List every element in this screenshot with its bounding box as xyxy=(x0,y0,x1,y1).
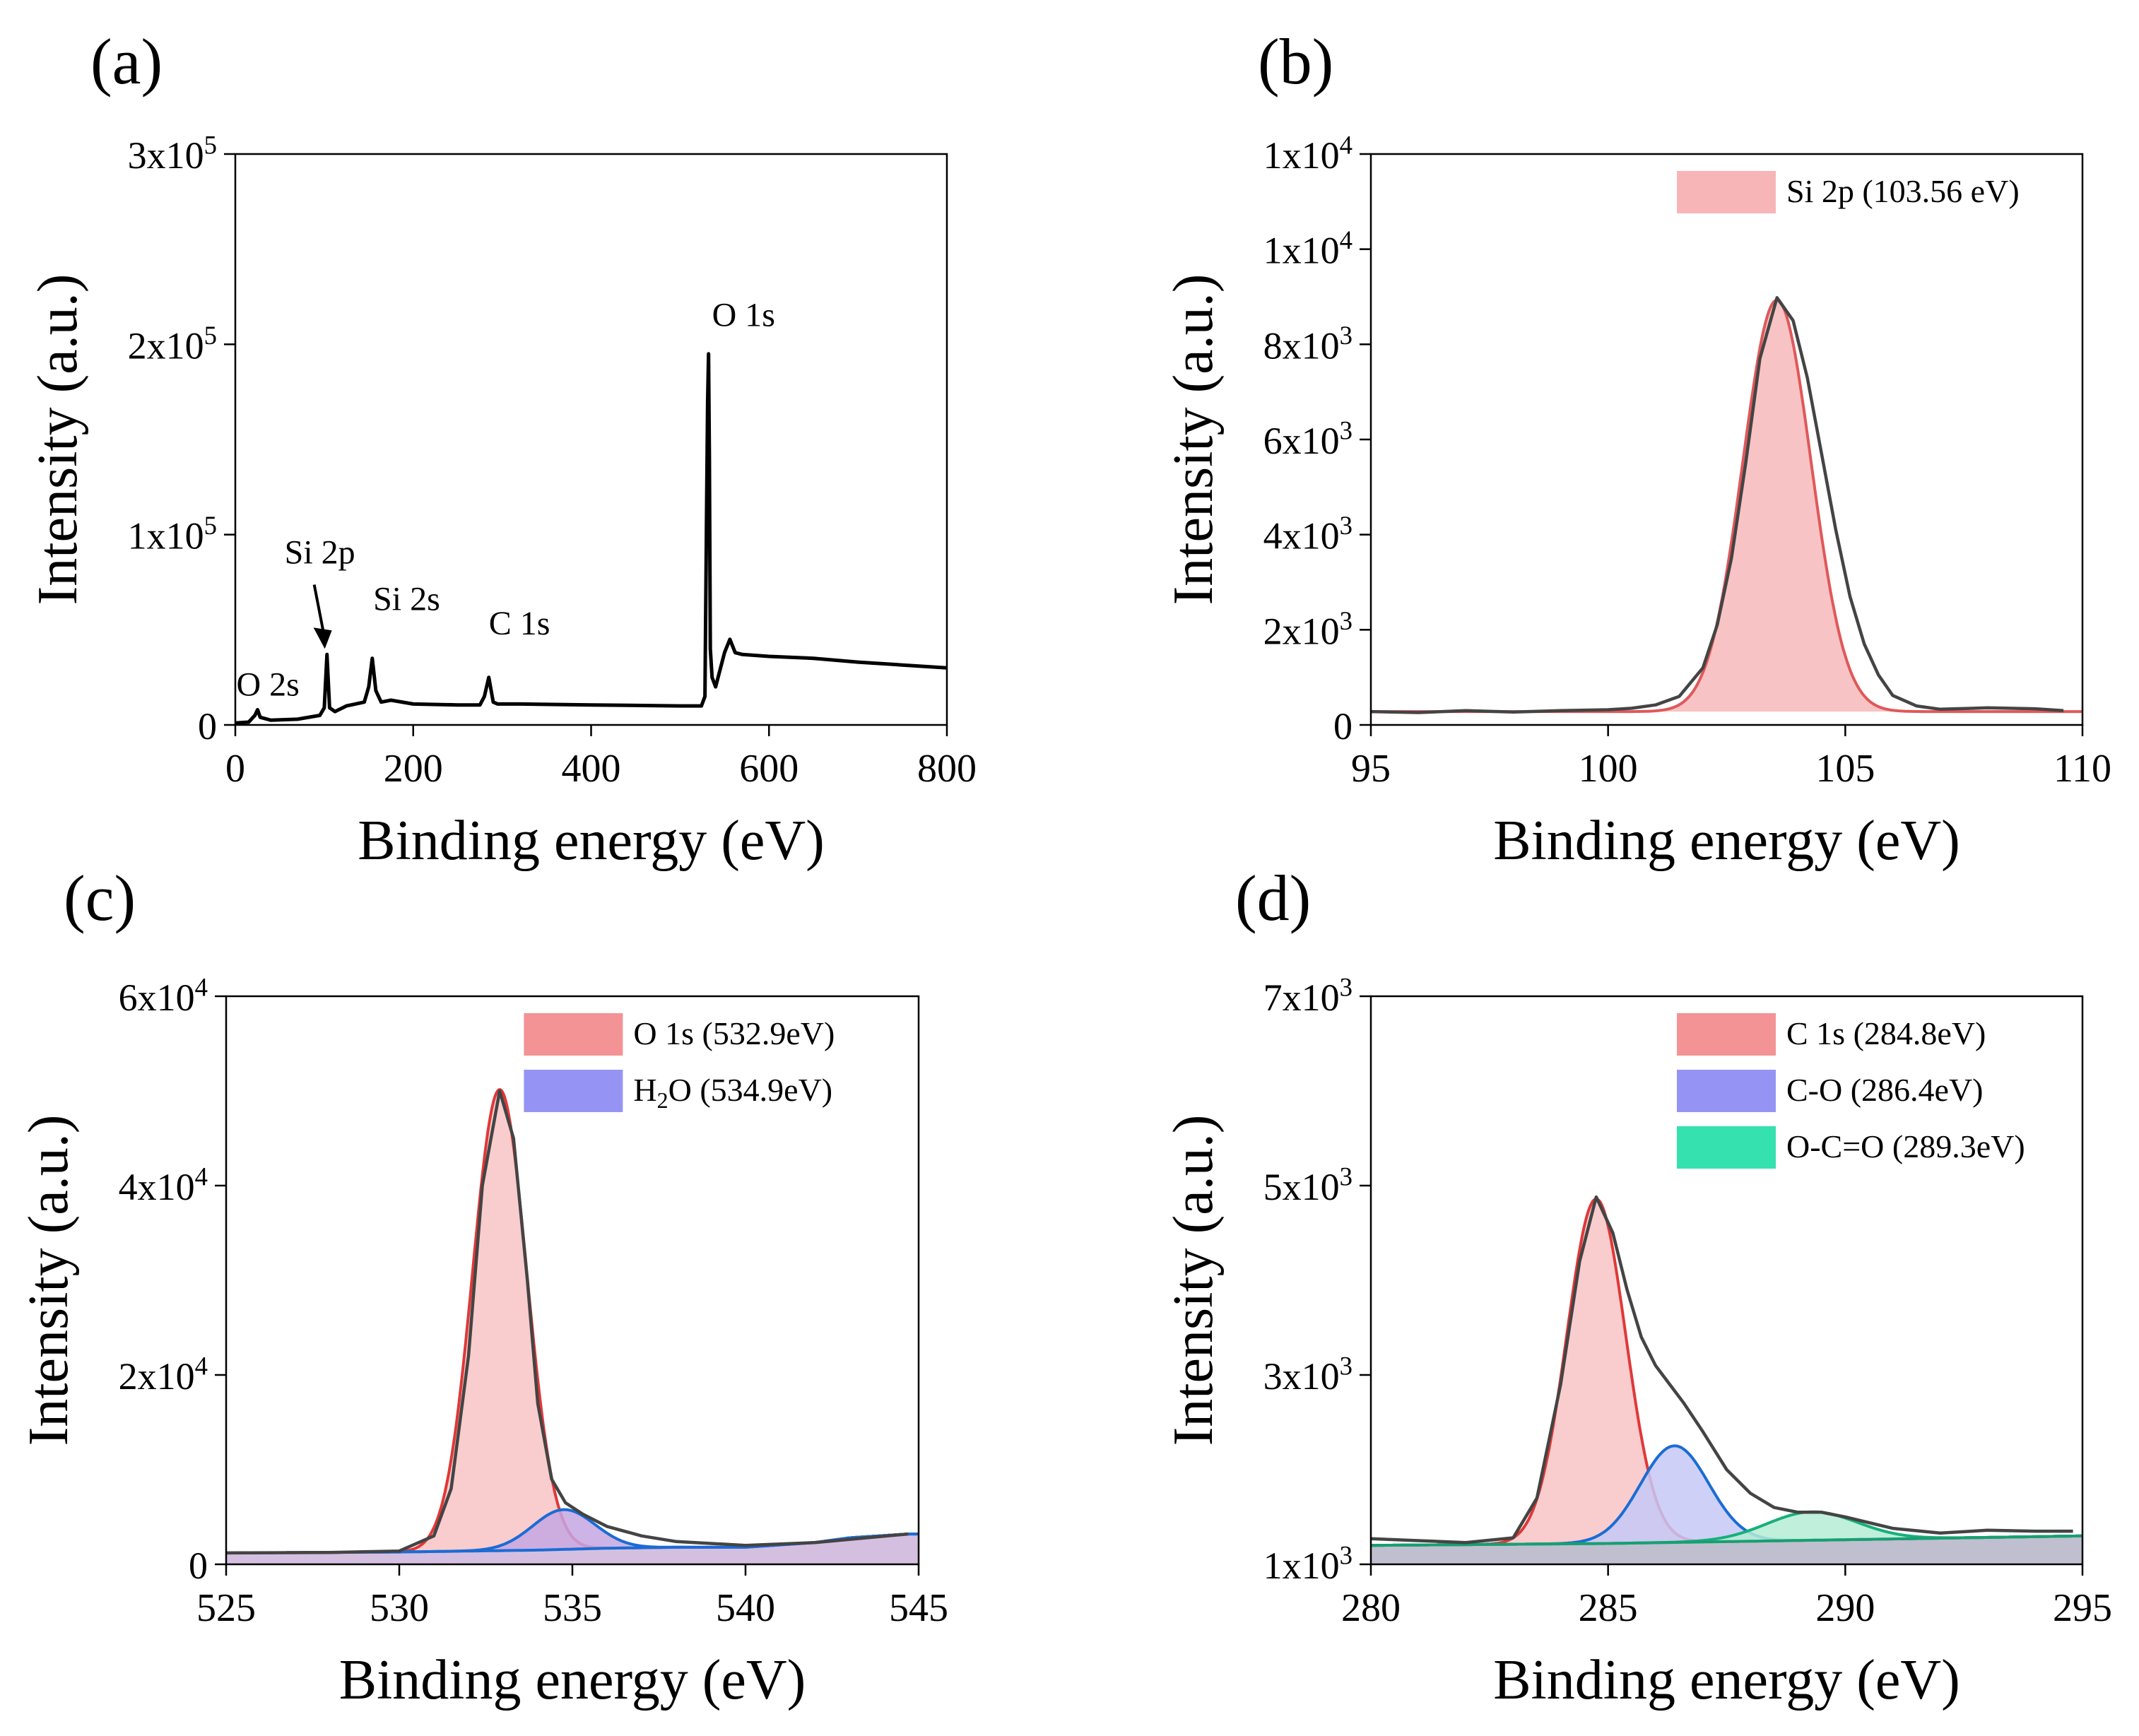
y-tick-label: 5x103 xyxy=(1263,1162,1353,1208)
y-tick-label: 0 xyxy=(198,705,217,748)
y-tick-label: 3x103 xyxy=(1263,1351,1353,1398)
peak-annotation: C 1s xyxy=(489,605,550,642)
y-tick-label: 4x103 xyxy=(1263,511,1353,557)
fit-fill-h2o xyxy=(226,1509,919,1553)
x-tick-label: 600 xyxy=(739,747,799,791)
x-tick-label: 200 xyxy=(384,747,443,791)
background-area xyxy=(226,1534,919,1564)
y-tick-label: 1x104 xyxy=(1263,130,1353,177)
x-tick-label: 285 xyxy=(1579,1586,1638,1630)
y-tick-label: 3x105 xyxy=(128,130,217,177)
plot-frame xyxy=(234,153,948,726)
fit-fill-o-c-o xyxy=(1371,1511,2082,1546)
y-tick-label: 6x104 xyxy=(119,972,208,1019)
x-tick-label: 290 xyxy=(1815,1586,1875,1630)
x-tick-label: 540 xyxy=(716,1586,775,1630)
legend-label: O-C=O (289.3eV) xyxy=(1786,1128,2025,1164)
fit-line-o-1s xyxy=(226,1088,919,1554)
legend-swatch xyxy=(524,1070,623,1112)
x-tick-label: 105 xyxy=(1815,747,1875,791)
plot-area xyxy=(1371,1195,2082,1564)
legend-swatch xyxy=(1677,1126,1776,1169)
arrow-head xyxy=(313,627,332,649)
background-line xyxy=(1371,1534,2082,1547)
background-area xyxy=(1371,1535,2082,1564)
panel-label-c: (c) xyxy=(64,862,136,934)
y-tick-label: 1x104 xyxy=(1263,225,1353,272)
x-tick-label: 110 xyxy=(2053,747,2111,791)
plot-area xyxy=(235,352,947,725)
measured-spectrum-line xyxy=(226,1089,909,1555)
y-tick-label: 4x104 xyxy=(119,1162,208,1208)
legend-label: O 1s (532.9eV) xyxy=(633,1015,835,1051)
fit-fill-o-1s xyxy=(226,1090,919,1553)
fit-fill-c-o xyxy=(1371,1446,2082,1546)
x-axis-title: Binding energy (eV) xyxy=(339,1649,806,1711)
y-axis-title: Intensity (a.u.) xyxy=(1162,1115,1225,1446)
y-tick-label: 2x103 xyxy=(1263,606,1353,653)
x-tick-label: 535 xyxy=(543,1586,602,1630)
legend-label: Si 2p (103.56 eV) xyxy=(1786,173,2020,209)
panel-b-si2p-spectrum: 95 100 105 110 0 2x103 4x103 6x103 8x103 1x104 1x1… xyxy=(1162,130,2111,872)
fit-line-c-1s xyxy=(1371,1197,2082,1547)
peak-annotation: O 1s xyxy=(712,296,775,333)
plot-frame xyxy=(1369,995,2084,1566)
plot-area xyxy=(226,1088,919,1564)
legend-label: C 1s (284.8eV) xyxy=(1786,1015,1986,1051)
panel-d-c1s-spectrum: 280 285 290 295 1x103 3x103 5x103 7x103 Binding … xyxy=(1162,972,2112,1711)
peak-annotation: Si 2p xyxy=(285,533,355,571)
legend-swatch xyxy=(1677,1013,1776,1056)
y-tick-label: 2x105 xyxy=(128,321,217,367)
legend-label: H2O (534.9eV) xyxy=(633,1072,832,1113)
x-axis-title: Binding energy (eV) xyxy=(358,810,825,872)
y-axis-title: Intensity (a.u.) xyxy=(18,1115,80,1446)
x-axis-title: Binding energy (eV) xyxy=(1493,1649,1960,1711)
x-tick-label: 400 xyxy=(562,747,621,791)
x-tick-label: 525 xyxy=(196,1586,256,1630)
x-tick-label: 545 xyxy=(889,1586,948,1630)
y-tick-label: 8x103 xyxy=(1263,321,1353,367)
x-tick-label: 530 xyxy=(370,1586,429,1630)
x-tick-label: 295 xyxy=(2053,1586,2112,1630)
y-tick-label: 1x105 xyxy=(128,511,217,557)
x-tick-label: 800 xyxy=(917,747,977,791)
fit-fill-c-1s xyxy=(1371,1199,2082,1546)
y-tick-label: 0 xyxy=(189,1545,208,1587)
y-axis-title: Intensity (a.u.) xyxy=(27,274,89,606)
x-tick-label: 280 xyxy=(1341,1586,1401,1630)
measured-spectrum-line xyxy=(1371,296,2064,714)
legend-swatch xyxy=(524,1013,623,1056)
y-axis-title: Intensity (a.u.) xyxy=(1162,274,1225,606)
x-tick-label: 100 xyxy=(1579,747,1638,791)
measured-spectrum-line xyxy=(235,352,947,725)
legend-label: C-O (286.4eV) xyxy=(1786,1072,1984,1108)
y-tick-label: 1x103 xyxy=(1263,1540,1353,1587)
panel-c-o1s-spectrum: 525 530 535 540 545 0 2x104 4x104 6x104 Binding e… xyxy=(18,972,948,1711)
panel-label-b: (b) xyxy=(1258,25,1333,98)
panel-label-d: (d) xyxy=(1235,862,1311,934)
peak-annotation: Si 2s xyxy=(373,581,440,618)
panel-label-a: (a) xyxy=(90,25,163,98)
y-tick-label: 2x104 xyxy=(119,1351,208,1398)
plot-area xyxy=(1371,296,2082,714)
x-axis-title: Binding energy (eV) xyxy=(1493,810,1960,872)
y-tick-label: 0 xyxy=(1333,705,1353,748)
panel-a-survey-spectrum: 0 200 400 600 800 0 1x105 2x105 3x105 Binding ene… xyxy=(27,130,977,872)
peak-annotation: O 2s xyxy=(236,666,299,703)
measured-spectrum-line xyxy=(1371,1195,2073,1545)
legend-swatch xyxy=(1677,171,1776,213)
x-tick-label: 0 xyxy=(225,747,245,791)
y-tick-label: 6x103 xyxy=(1263,415,1353,462)
y-tick-label: 7x103 xyxy=(1263,972,1353,1019)
fit-fill-si-2p xyxy=(1371,300,2082,712)
x-tick-label: 95 xyxy=(1351,747,1391,791)
legend-swatch xyxy=(1677,1070,1776,1112)
